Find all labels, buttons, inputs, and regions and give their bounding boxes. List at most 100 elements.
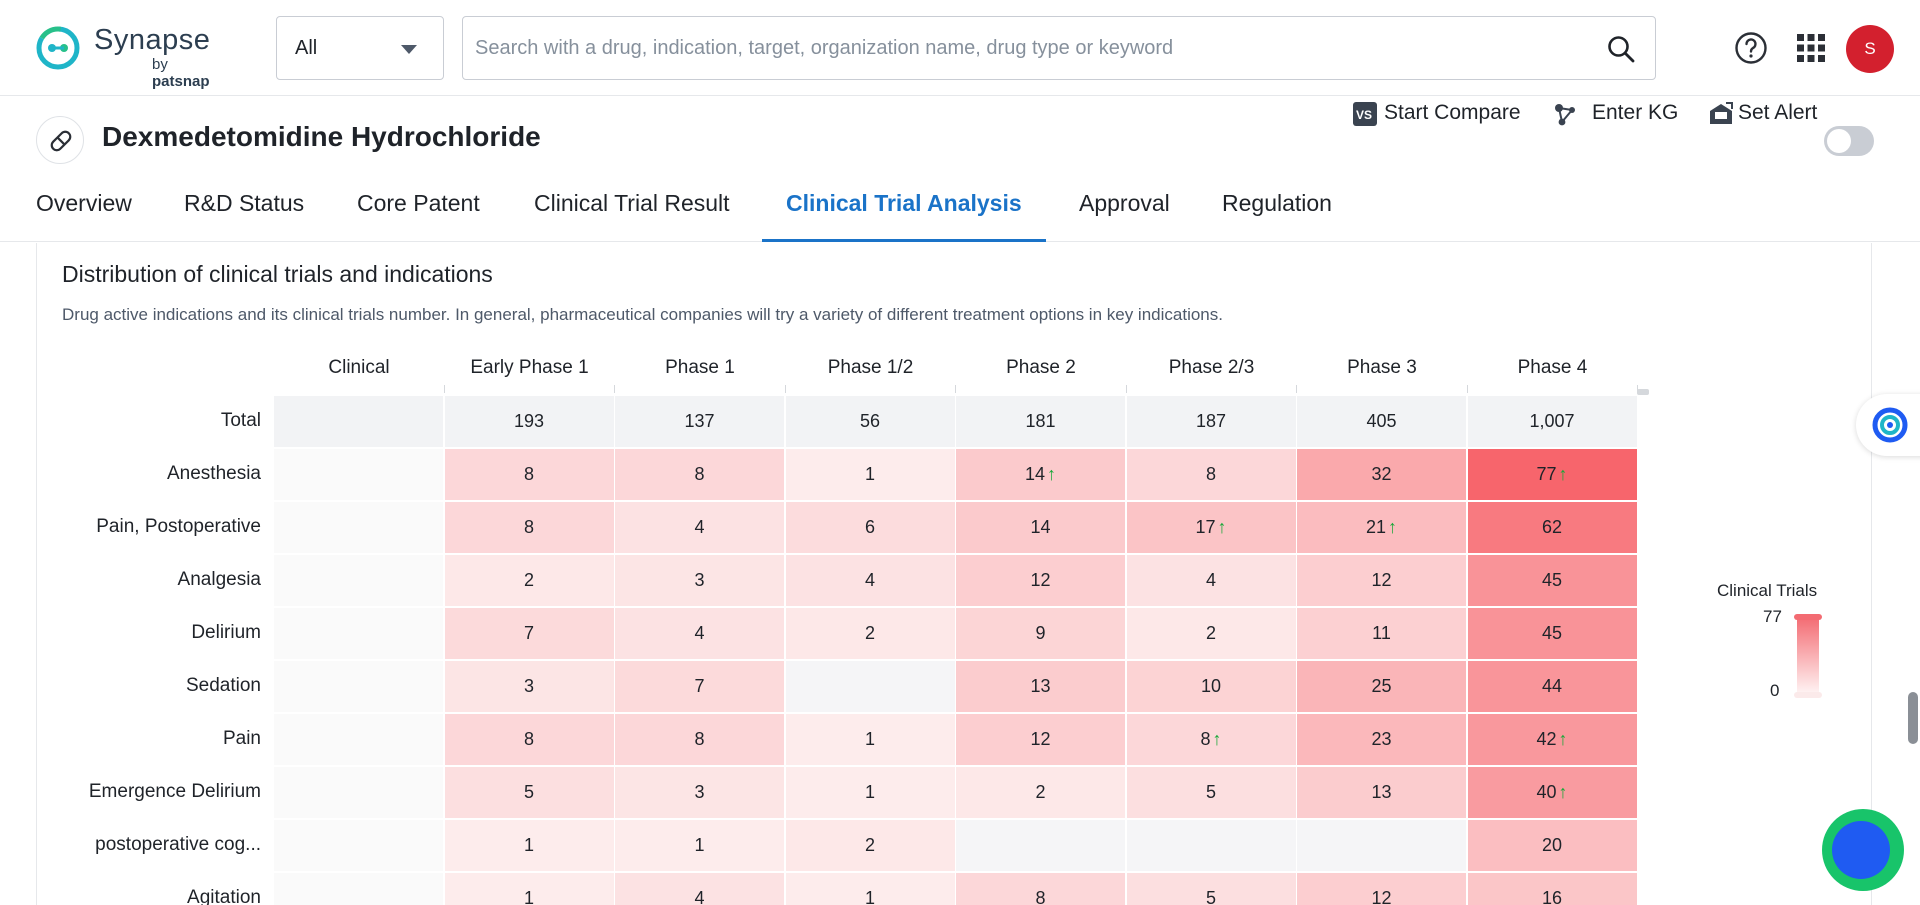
heatmap-cell[interactable]: 13 [956,661,1125,712]
heatmap-cell[interactable]: 7 [615,661,784,712]
heatmap-cell[interactable]: 1 [615,820,784,871]
heatmap-cell[interactable]: 17↑ [1127,502,1296,553]
heatmap-cell[interactable]: 8↑ [1127,714,1296,765]
heatmap-cell[interactable] [274,820,443,871]
total-cell[interactable]: 405 [1297,396,1466,447]
heatmap-cell[interactable]: 2 [786,820,955,871]
heatmap-cell[interactable]: 5 [1127,873,1296,905]
total-cell[interactable] [274,396,443,447]
heatmap-cell[interactable]: 23 [1297,714,1466,765]
heatmap-cell[interactable]: 4 [615,502,784,553]
heatmap-cell[interactable]: 2 [956,767,1125,818]
heatmap-cell[interactable]: 45 [1468,608,1637,659]
heatmap-cell[interactable]: 2 [786,608,955,659]
synapse-logo[interactable]: Synapse by patsnap [34,22,204,74]
search-icon[interactable] [1605,33,1637,65]
heatmap-cell[interactable]: 5 [445,767,614,818]
heatmap-cell[interactable]: 4 [1127,555,1296,606]
heatmap-cell[interactable] [274,449,443,500]
heatmap-cell[interactable]: 1 [786,449,955,500]
heatmap-cell[interactable] [274,555,443,606]
tab-approval[interactable]: Approval [1079,193,1170,242]
heatmap-cell[interactable]: 16 [1468,873,1637,905]
heatmap-cell[interactable] [786,661,955,712]
heatmap-cell[interactable]: 10 [1127,661,1296,712]
total-cell[interactable]: 1,007 [1468,396,1637,447]
heatmap-cell[interactable]: 1 [786,873,955,905]
tab-regulation[interactable]: Regulation [1222,193,1332,242]
help-icon[interactable] [1734,31,1768,65]
heatmap-cell[interactable]: 77↑ [1468,449,1637,500]
total-cell[interactable]: 56 [786,396,955,447]
search-scope-dropdown[interactable]: All [276,16,444,80]
heatmap-cell[interactable]: 4 [786,555,955,606]
heatmap-cell[interactable]: 9 [956,608,1125,659]
heatmap-cell[interactable]: 1 [445,873,614,905]
heatmap-cell[interactable]: 42↑ [1468,714,1637,765]
heatmap-cell[interactable]: 8 [956,873,1125,905]
heatmap-cell[interactable]: 8 [615,449,784,500]
heatmap-cell[interactable]: 62 [1468,502,1637,553]
heatmap-cell[interactable]: 3 [445,661,614,712]
total-cell[interactable]: 193 [445,396,614,447]
heatmap-cell[interactable]: 12 [1297,873,1466,905]
heatmap-cell[interactable]: 21↑ [1297,502,1466,553]
heatmap-cell[interactable]: 3 [615,555,784,606]
heatmap-cell[interactable]: 12 [956,555,1125,606]
apps-grid-icon[interactable] [1797,34,1825,62]
heatmap-cell[interactable]: 1 [445,820,614,871]
total-cell[interactable]: 187 [1127,396,1296,447]
heatmap-cell[interactable]: 4 [615,608,784,659]
heatmap-cell[interactable] [274,502,443,553]
heatmap-cell[interactable]: 8 [445,449,614,500]
page-scrollbar-thumb[interactable] [1908,692,1918,744]
assistant-logo-button[interactable] [1856,394,1920,456]
tab-core-patent[interactable]: Core Patent [357,193,480,242]
chat-button[interactable] [1822,809,1904,891]
total-cell[interactable]: 137 [615,396,784,447]
heatmap-cell[interactable]: 32 [1297,449,1466,500]
heatmap-cell[interactable]: 14 [956,502,1125,553]
heatmap-cell[interactable] [274,608,443,659]
user-avatar[interactable]: S [1846,25,1894,73]
tab-clinical-trial-result[interactable]: Clinical Trial Result [534,193,730,242]
legend-min-handle[interactable] [1794,692,1822,698]
total-cell[interactable]: 181 [956,396,1125,447]
heatmap-cell[interactable]: 20 [1468,820,1637,871]
heatmap-cell[interactable]: 2 [445,555,614,606]
tab-rd-status[interactable]: R&D Status [184,193,304,242]
heatmap-cell[interactable] [274,767,443,818]
heatmap-cell[interactable]: 40↑ [1468,767,1637,818]
heatmap-cell[interactable]: 13 [1297,767,1466,818]
heatmap-cell[interactable]: 8 [1127,449,1296,500]
heatmap-cell[interactable] [1297,820,1466,871]
heatmap-cell[interactable]: 25 [1297,661,1466,712]
heatmap-cell[interactable] [274,873,443,905]
heatmap-cell[interactable]: 8 [445,502,614,553]
heatmap-cell[interactable]: 11 [1297,608,1466,659]
heatmap-cell[interactable]: 12 [956,714,1125,765]
heatmap-cell[interactable]: 14↑ [956,449,1125,500]
heatmap-cell[interactable] [956,820,1125,871]
search-input[interactable] [475,31,1575,65]
heatmap-cell[interactable]: 5 [1127,767,1296,818]
heatmap-cell[interactable]: 8 [445,714,614,765]
heatmap-cell[interactable] [1127,820,1296,871]
heatmap-cell[interactable]: 45 [1468,555,1637,606]
heatmap-cell[interactable]: 2 [1127,608,1296,659]
heatmap-cell[interactable]: 4 [615,873,784,905]
tab-clinical-trial-analysis[interactable]: Clinical Trial Analysis [786,193,1022,242]
heatmap-cell[interactable] [274,661,443,712]
heatmap-cell[interactable] [274,714,443,765]
heatmap-cell[interactable]: 12 [1297,555,1466,606]
heatmap-cell[interactable]: 1 [786,714,955,765]
heatmap-cell[interactable]: 8 [615,714,784,765]
legend-max-handle[interactable] [1794,614,1822,620]
heatmap-cell[interactable]: 3 [615,767,784,818]
set-alert-toggle[interactable] [1824,126,1874,156]
horizontal-scroll-indicator[interactable] [1637,389,1649,395]
heatmap-cell[interactable]: 44 [1468,661,1637,712]
heatmap-cell[interactable]: 1 [786,767,955,818]
heatmap-cell[interactable]: 6 [786,502,955,553]
heatmap-cell[interactable]: 7 [445,608,614,659]
